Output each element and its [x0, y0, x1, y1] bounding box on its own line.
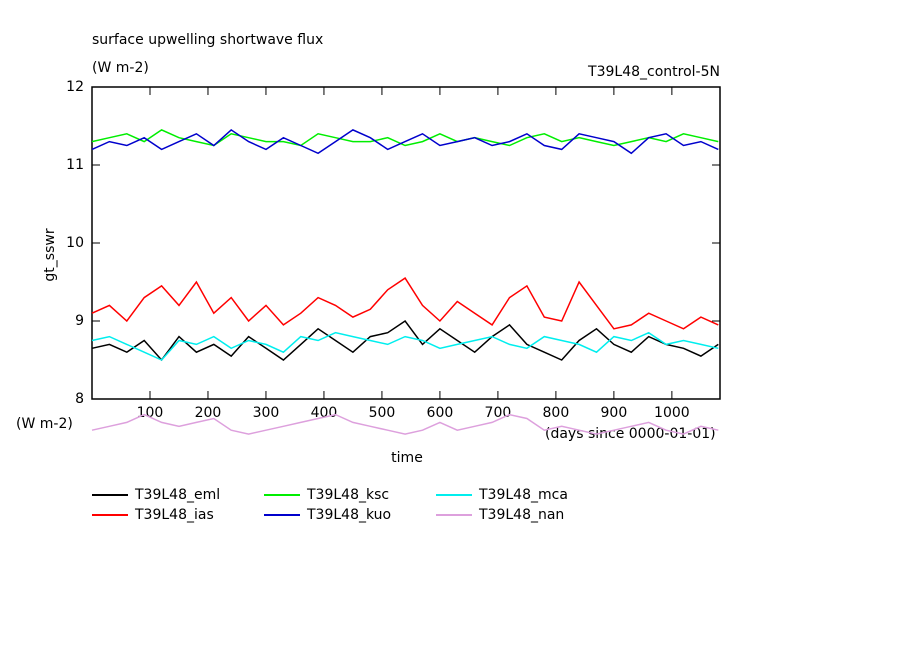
series-line [91, 331, 719, 361]
y-unit-label: (W m-2) [16, 416, 73, 432]
x-axis-label: time [391, 450, 423, 466]
y-tick-label: 9 [75, 313, 84, 329]
plot-frame [91, 86, 721, 400]
y-axis-label: gt_sswr [42, 228, 58, 281]
x-tick-label: 800 [543, 405, 570, 421]
y-tick-label: 12 [66, 79, 84, 95]
legend-label: T39L48_ksc [306, 487, 389, 503]
x-tick-label: 200 [195, 405, 222, 421]
x-tick-label: 300 [253, 405, 280, 421]
x-tick-label: 600 [427, 405, 454, 421]
series-line [91, 277, 719, 330]
run-label: T39L48_control-5N [587, 64, 720, 80]
x-unit-label: (days since 0000-01-01) [545, 426, 716, 442]
legend-label: T39L48_nan [478, 507, 564, 523]
chart-title: surface upwelling shortwave flux [92, 32, 323, 48]
series-line [91, 128, 719, 155]
y-tick-label: 11 [66, 157, 84, 173]
x-tick-label: 1000 [654, 405, 690, 421]
series-line [91, 413, 719, 435]
x-tick-label: 900 [601, 405, 628, 421]
legend-label: T39L48_eml [134, 487, 220, 503]
legend-label: T39L48_ias [134, 507, 214, 523]
y-tick-label: 10 [66, 235, 84, 251]
series-line [91, 129, 719, 147]
chart-subtitle: (W m-2) [92, 60, 149, 76]
legend-label: T39L48_kuo [306, 507, 391, 523]
y-tick-label: 8 [75, 391, 84, 407]
x-tick-label: 400 [311, 405, 338, 421]
x-tick-label: 500 [369, 405, 396, 421]
legend-label: T39L48_mca [478, 487, 568, 503]
series-line [91, 319, 719, 362]
x-tick-label: 100 [137, 405, 164, 421]
x-tick-label: 700 [485, 405, 512, 421]
